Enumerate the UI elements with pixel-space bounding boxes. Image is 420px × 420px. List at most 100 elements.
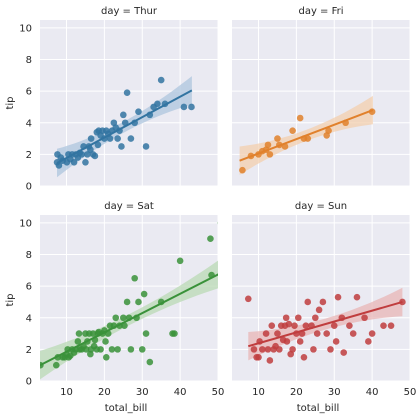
data-point [123,89,131,97]
y-tick-label: 4 [26,118,32,129]
data-point [120,314,127,322]
data-point [268,322,276,329]
x-tick-label: 10 [60,387,73,398]
data-point [330,322,338,329]
data-point [302,322,310,329]
facet-panel: day = Sun 10 20 30 40 50 [232,201,416,398]
data-point [82,346,90,353]
regression-line [56,89,193,164]
x-tick-label: 50 [212,387,225,398]
data-point [114,346,121,353]
facet-title: day = Sun [295,201,347,212]
y-tick-label: 10 [19,23,32,34]
data-point [264,141,272,149]
data-point [294,314,302,322]
data-point [112,314,120,322]
data-point [207,235,214,243]
data-point [131,274,138,282]
x-tick-label: 30 [328,387,341,398]
y-axis-label-top: tip [5,96,16,109]
data-point [135,108,142,115]
data-point [87,135,95,142]
data-point [188,103,195,111]
x-axis-label-right: total_bill [297,403,340,414]
facet-panel: day = Thur 0 2 4 6 8 10 [19,6,219,193]
data-point [291,322,298,329]
data-point [171,330,178,337]
data-point [361,314,368,322]
data-point [217,221,218,225]
data-point [368,330,376,337]
data-point [327,346,334,353]
data-point [304,135,312,142]
data-point [255,353,262,361]
data-point [285,320,293,328]
data-point [142,143,150,150]
data-point [70,158,78,166]
data-point [102,338,109,345]
data-point [239,166,246,174]
y-tick-label: 2 [26,150,32,161]
data-point [118,143,125,150]
data-point [274,330,281,337]
data-point [75,330,83,337]
x-tick-label: 20 [98,387,111,398]
data-point [123,298,131,306]
x-tick-label: 30 [136,387,149,398]
regression-line [40,273,218,367]
data-point [346,322,353,329]
data-point [82,158,89,166]
data-point [296,338,304,345]
data-point [312,314,319,322]
data-point [244,295,252,303]
data-point [180,103,188,111]
data-point [304,298,312,306]
y-tick-label: 0 [26,377,32,388]
data-point [296,114,304,122]
regression-line [248,300,403,348]
y-tick-label: 8 [26,250,32,261]
data-point [264,346,272,353]
data-point [349,330,357,337]
y-tick-label: 4 [26,313,32,324]
x-axis-label-left: total_bill [105,403,148,414]
x-tick-label: 50 [404,387,417,398]
panel-content [239,95,376,175]
data-point [120,111,127,119]
y-tick-label: 8 [26,55,32,66]
data-point [262,330,270,337]
data-point [365,338,372,345]
data-point [74,338,82,345]
data-point [142,330,150,337]
data-point [258,346,266,353]
data-point [315,306,323,314]
data-point [319,298,327,306]
data-point [114,135,121,142]
y-tick-label: 0 [26,182,32,193]
data-point [84,151,91,158]
data-point [282,314,290,322]
data-point [276,346,283,353]
data-point [289,346,296,353]
panel-content [244,287,406,364]
data-point [140,290,148,298]
data-point [313,330,321,337]
data-point [108,346,116,353]
panel-content [40,221,218,380]
y-axis-label-bottom: tip [5,293,16,306]
facet-title: day = Sat [104,201,154,212]
data-point [332,338,340,345]
data-point [353,293,361,301]
data-point [127,135,135,142]
y-tick-label: 2 [26,345,32,356]
data-point [340,349,348,356]
data-point [283,338,291,345]
data-point [157,76,165,84]
data-point [94,141,102,149]
data-point [300,353,308,361]
data-point [176,257,184,265]
x-tick-label: 20 [290,387,303,398]
data-point [266,151,274,158]
data-point [250,346,258,353]
